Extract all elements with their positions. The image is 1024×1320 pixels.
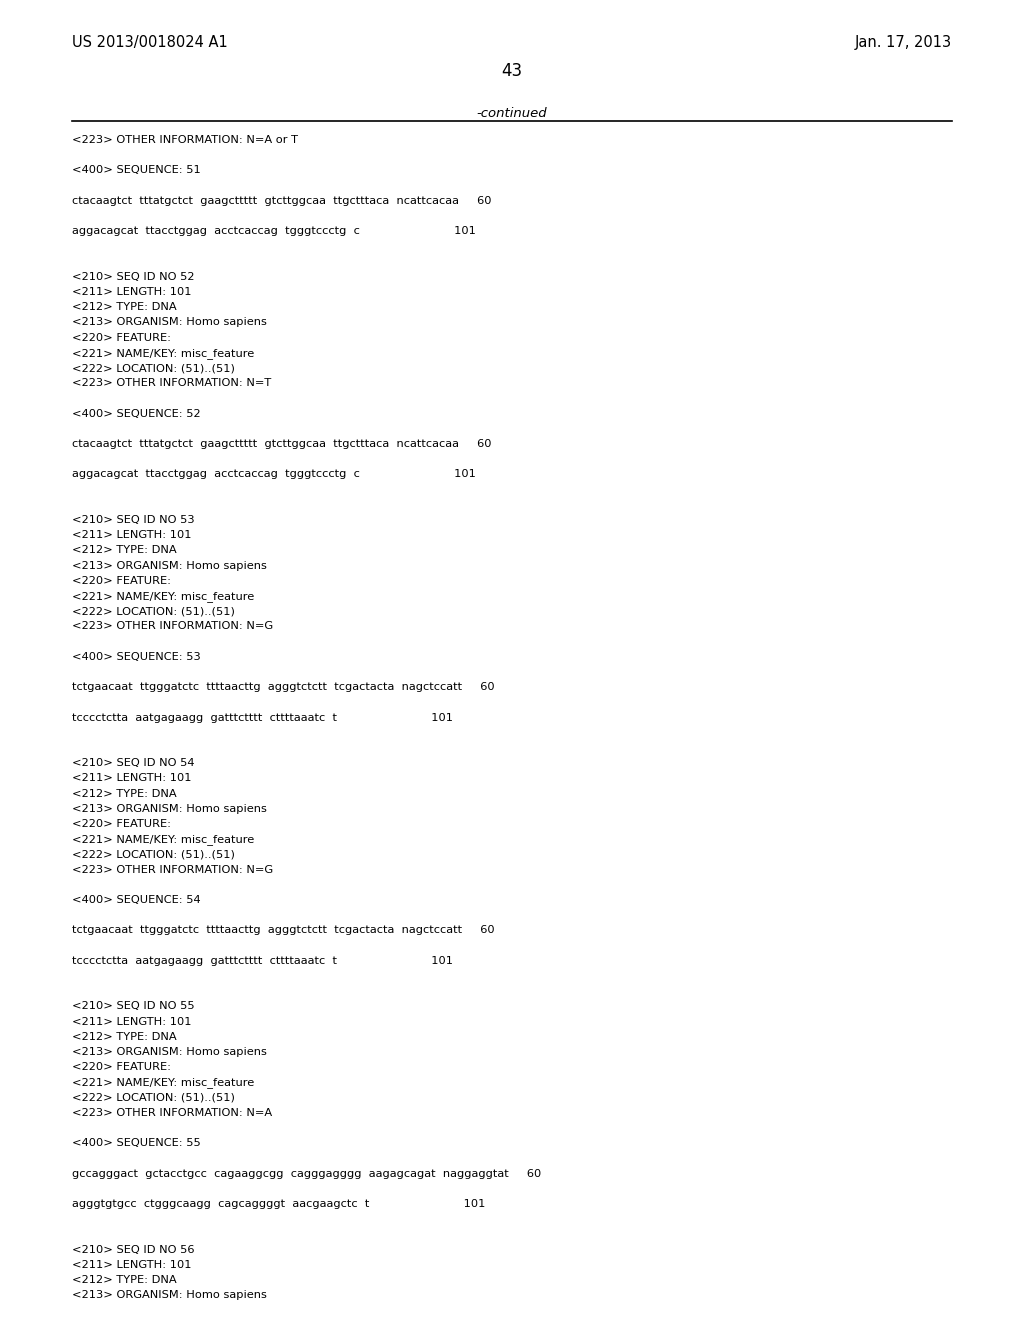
Text: ctacaagtct  tttatgctct  gaagcttttt  gtcttggcaa  ttgctttaca  ncattcacaa     60: ctacaagtct tttatgctct gaagcttttt gtcttgg…: [72, 195, 492, 206]
Text: gccagggact  gctacctgcc  cagaaggcgg  cagggagggg  aagagcagat  naggaggtat     60: gccagggact gctacctgcc cagaaggcgg cagggag…: [72, 1168, 542, 1179]
Text: <221> NAME/KEY: misc_feature: <221> NAME/KEY: misc_feature: [72, 1077, 254, 1088]
Text: <222> LOCATION: (51)..(51): <222> LOCATION: (51)..(51): [72, 363, 234, 374]
Text: aggacagcat  ttacctggag  acctcaccag  tgggtccctg  c                          101: aggacagcat ttacctggag acctcaccag tgggtcc…: [72, 226, 476, 236]
Text: <223> OTHER INFORMATION: N=A: <223> OTHER INFORMATION: N=A: [72, 1107, 272, 1118]
Text: <211> LENGTH: 101: <211> LENGTH: 101: [72, 774, 191, 783]
Text: <212> TYPE: DNA: <212> TYPE: DNA: [72, 1275, 176, 1284]
Text: agggtgtgcc  ctgggcaagg  cagcaggggt  aacgaagctc  t                          101: agggtgtgcc ctgggcaagg cagcaggggt aacgaag…: [72, 1199, 485, 1209]
Text: <222> LOCATION: (51)..(51): <222> LOCATION: (51)..(51): [72, 606, 234, 616]
Text: <221> NAME/KEY: misc_feature: <221> NAME/KEY: misc_feature: [72, 347, 254, 359]
Text: aggacagcat  ttacctggag  acctcaccag  tgggtccctg  c                          101: aggacagcat ttacctggag acctcaccag tgggtcc…: [72, 470, 476, 479]
Text: tctgaacaat  ttgggatctc  ttttaacttg  agggtctctt  tcgactacta  nagctccatt     60: tctgaacaat ttgggatctc ttttaacttg agggtct…: [72, 925, 495, 936]
Text: <213> ORGANISM: Homo sapiens: <213> ORGANISM: Homo sapiens: [72, 804, 267, 814]
Text: <210> SEQ ID NO 55: <210> SEQ ID NO 55: [72, 1002, 195, 1011]
Text: <213> ORGANISM: Homo sapiens: <213> ORGANISM: Homo sapiens: [72, 317, 267, 327]
Text: <221> NAME/KEY: misc_feature: <221> NAME/KEY: misc_feature: [72, 834, 254, 845]
Text: <210> SEQ ID NO 52: <210> SEQ ID NO 52: [72, 272, 195, 281]
Text: <220> FEATURE:: <220> FEATURE:: [72, 333, 171, 343]
Text: <213> ORGANISM: Homo sapiens: <213> ORGANISM: Homo sapiens: [72, 1290, 267, 1300]
Text: tctgaacaat  ttgggatctc  ttttaacttg  agggtctctt  tcgactacta  nagctccatt     60: tctgaacaat ttgggatctc ttttaacttg agggtct…: [72, 682, 495, 692]
Text: <400> SEQUENCE: 53: <400> SEQUENCE: 53: [72, 652, 201, 661]
Text: <400> SEQUENCE: 54: <400> SEQUENCE: 54: [72, 895, 201, 906]
Text: tcccctctta  aatgagaagg  gatttctttt  cttttaaatc  t                          101: tcccctctta aatgagaagg gatttctttt cttttaa…: [72, 956, 453, 966]
Text: -continued: -continued: [477, 107, 547, 120]
Text: <220> FEATURE:: <220> FEATURE:: [72, 576, 171, 586]
Text: <211> LENGTH: 101: <211> LENGTH: 101: [72, 286, 191, 297]
Text: <400> SEQUENCE: 51: <400> SEQUENCE: 51: [72, 165, 201, 176]
Text: <211> LENGTH: 101: <211> LENGTH: 101: [72, 531, 191, 540]
Text: <212> TYPE: DNA: <212> TYPE: DNA: [72, 302, 176, 313]
Text: <223> OTHER INFORMATION: N=G: <223> OTHER INFORMATION: N=G: [72, 865, 273, 875]
Text: <223> OTHER INFORMATION: N=G: <223> OTHER INFORMATION: N=G: [72, 622, 273, 631]
Text: <211> LENGTH: 101: <211> LENGTH: 101: [72, 1016, 191, 1027]
Text: <212> TYPE: DNA: <212> TYPE: DNA: [72, 545, 176, 556]
Text: <223> OTHER INFORMATION: N=A or T: <223> OTHER INFORMATION: N=A or T: [72, 135, 298, 145]
Text: <223> OTHER INFORMATION: N=T: <223> OTHER INFORMATION: N=T: [72, 379, 271, 388]
Text: <210> SEQ ID NO 56: <210> SEQ ID NO 56: [72, 1245, 195, 1254]
Text: <210> SEQ ID NO 54: <210> SEQ ID NO 54: [72, 758, 195, 768]
Text: US 2013/0018024 A1: US 2013/0018024 A1: [72, 36, 227, 50]
Text: <220> FEATURE:: <220> FEATURE:: [72, 818, 171, 829]
Text: ctacaagtct  tttatgctct  gaagcttttt  gtcttggcaa  ttgctttaca  ncattcacaa     60: ctacaagtct tttatgctct gaagcttttt gtcttgg…: [72, 440, 492, 449]
Text: <212> TYPE: DNA: <212> TYPE: DNA: [72, 788, 176, 799]
Text: <213> ORGANISM: Homo sapiens: <213> ORGANISM: Homo sapiens: [72, 561, 267, 570]
Text: <212> TYPE: DNA: <212> TYPE: DNA: [72, 1032, 176, 1041]
Text: <221> NAME/KEY: misc_feature: <221> NAME/KEY: misc_feature: [72, 591, 254, 602]
Text: <213> ORGANISM: Homo sapiens: <213> ORGANISM: Homo sapiens: [72, 1047, 267, 1057]
Text: <211> LENGTH: 101: <211> LENGTH: 101: [72, 1259, 191, 1270]
Text: 43: 43: [502, 62, 522, 81]
Text: tcccctctta  aatgagaagg  gatttctttt  cttttaaatc  t                          101: tcccctctta aatgagaagg gatttctttt cttttaa…: [72, 713, 453, 722]
Text: <222> LOCATION: (51)..(51): <222> LOCATION: (51)..(51): [72, 849, 234, 859]
Text: <400> SEQUENCE: 55: <400> SEQUENCE: 55: [72, 1138, 201, 1148]
Text: <210> SEQ ID NO 53: <210> SEQ ID NO 53: [72, 515, 195, 525]
Text: Jan. 17, 2013: Jan. 17, 2013: [855, 36, 952, 50]
Text: <222> LOCATION: (51)..(51): <222> LOCATION: (51)..(51): [72, 1093, 234, 1102]
Text: <400> SEQUENCE: 52: <400> SEQUENCE: 52: [72, 409, 201, 418]
Text: <220> FEATURE:: <220> FEATURE:: [72, 1063, 171, 1072]
